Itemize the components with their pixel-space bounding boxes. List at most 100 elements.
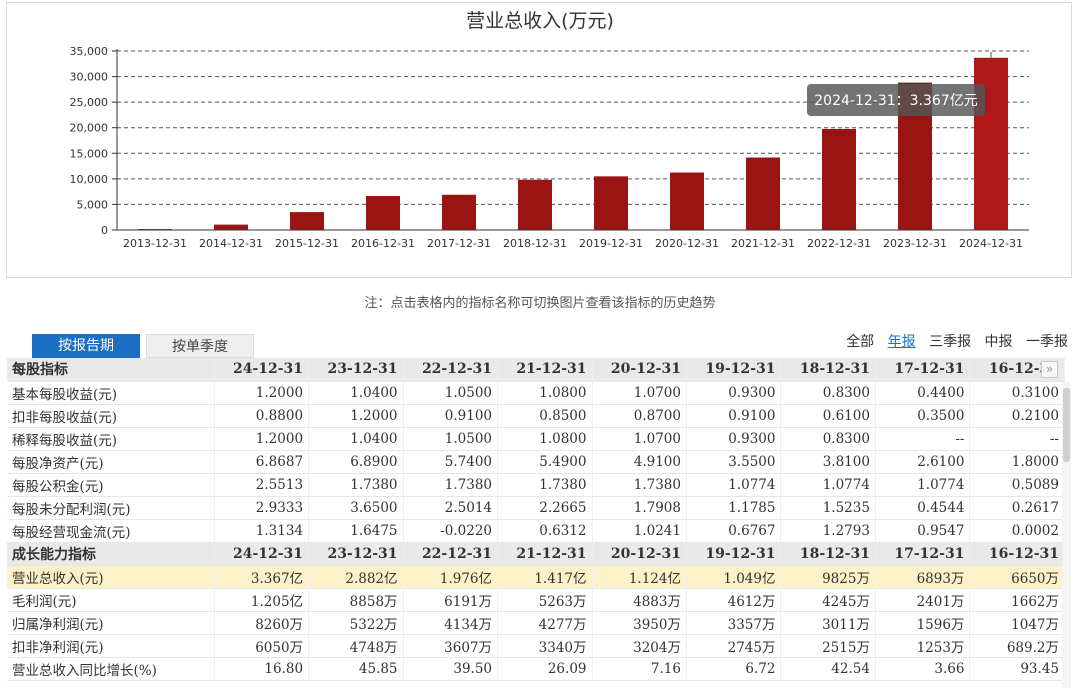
indicator-name-link[interactable]: 每股未分配利润(元) — [7, 496, 215, 520]
table-cell: 39.50 — [403, 657, 499, 681]
table-cell: 2.5513 — [214, 473, 310, 497]
y-tick-label: 35,000 — [70, 45, 109, 58]
x-tick-label: 2023-12-31 — [883, 237, 947, 250]
y-tick-label: 20,000 — [70, 122, 109, 135]
table-cell: 1.0400 — [308, 427, 404, 451]
table-cell: 1.0774 — [686, 473, 782, 497]
bar — [366, 195, 400, 230]
revenue-bar-chart: 营业总收入(万元) 35,000 30,000 25,000 20,000 15,000… — [70, 10, 1029, 250]
table-cell: 1596万 — [875, 611, 971, 635]
table-row: 毛利润(元) 1.205亿 8858万 6191万 5263万 4883万 4612万 424… — [7, 588, 1065, 612]
table-cell: 93.45 — [969, 657, 1065, 681]
column-header: 24-12-31 — [214, 542, 310, 566]
financial-table-wrapper: 每股指标 24-12-31 23-12-31 22-12-31 21-12-31 20-1… — [7, 358, 1065, 688]
indicator-name-link[interactable]: 基本每股收益(元) — [7, 381, 215, 405]
indicator-name-link[interactable]: 每股公积金(元) — [7, 473, 215, 497]
table-cell: 3204万 — [592, 634, 687, 658]
table-cell: 3.5500 — [686, 450, 782, 474]
column-header: 18-12-31 — [780, 358, 876, 382]
indicator-name-link[interactable]: 扣非净利润(元) — [7, 634, 215, 658]
scrollbar-thumb[interactable] — [1063, 388, 1070, 462]
chart-axes: 35,000 30,000 25,000 20,000 15,000 10,000 5,00… — [70, 45, 1029, 250]
table-row: 归属净利润(元) 8260万 5322万 4134万 4277万 3950万 3357万 30… — [7, 611, 1065, 635]
table-cell: 1.0774 — [780, 473, 876, 497]
column-header: 22-12-31 — [403, 542, 499, 566]
table-cell: 6050万 — [214, 634, 310, 658]
indicator-name-link[interactable]: 稀释每股收益(元) — [7, 427, 215, 451]
table-cell: 0.8700 — [592, 404, 687, 428]
table-cell: 1.6475 — [308, 519, 404, 543]
table-cell: 4277万 — [497, 611, 593, 635]
table-cell: 0.6312 — [497, 519, 593, 543]
table-cell: 0.2100 — [969, 404, 1065, 428]
table-cell: 8858万 — [308, 588, 404, 612]
tab-by-report-period[interactable]: 按报告期 — [32, 334, 140, 358]
tab-by-single-quarter[interactable]: 按单季度 — [146, 334, 254, 358]
table-cell: 1.0700 — [592, 427, 687, 451]
x-tick-label: 2015-12-31 — [275, 237, 339, 250]
indicator-name-link[interactable]: 营业总收入同比增长(%) — [7, 657, 215, 681]
table-cell: 6.8900 — [308, 450, 404, 474]
table-cell: 0.4400 — [875, 381, 971, 405]
table-cell: 0.8300 — [780, 427, 876, 451]
tooltip-text: 2024-12-31：3.367亿元 — [814, 93, 977, 109]
indicator-name-link[interactable]: 归属净利润(元) — [7, 611, 215, 635]
y-tick-label: 5,000 — [77, 198, 109, 211]
table-cell: 1.0400 — [308, 381, 404, 405]
table-cell: 2.882亿 — [308, 565, 404, 589]
indicator-name-link[interactable]: 每股净资产(元) — [7, 450, 215, 474]
indicator-name-link[interactable]: 扣非每股收益(元) — [7, 404, 215, 428]
x-tick-label: 2014-12-31 — [199, 237, 263, 250]
table-cell: 689.2万 — [969, 634, 1065, 658]
indicator-name-link[interactable]: 营业总收入(元) — [7, 565, 215, 589]
x-tick-label: 2020-12-31 — [655, 237, 719, 250]
bar — [670, 172, 704, 230]
table-cell: 2.5014 — [403, 496, 499, 520]
table-cell: 1.049亿 — [686, 565, 782, 589]
period-all-link[interactable]: 全部 — [846, 334, 875, 350]
x-tick-label: 2017-12-31 — [427, 237, 491, 250]
table-cell: 1.7380 — [403, 473, 499, 497]
table-cell: 0.2617 — [969, 496, 1065, 520]
table-cell: 1.0800 — [497, 427, 593, 451]
y-tick-label: 25,000 — [70, 96, 109, 109]
scroll-right-icon[interactable]: » — [1041, 361, 1058, 378]
table-cell: -0.0220 — [403, 519, 499, 543]
column-header: 17-12-31 — [875, 542, 971, 566]
indicator-name-link[interactable]: 每股经营现金流(元) — [7, 519, 215, 543]
table-cell: 1.2793 — [780, 519, 876, 543]
table-cell: 9825万 — [780, 565, 876, 589]
table-row: 每股未分配利润(元) 2.9333 3.6500 2.5014 2.2665 1.7908… — [7, 496, 1065, 520]
table-cell: 6893万 — [875, 565, 971, 589]
x-tick-label: 2021-12-31 — [731, 237, 795, 250]
table-cell: 1253万 — [875, 634, 971, 658]
vertical-scrollbar[interactable] — [1062, 382, 1071, 688]
table-cell: 1.0774 — [875, 473, 971, 497]
period-q1-link[interactable]: 一季报 — [1026, 334, 1068, 350]
indicator-name-link[interactable]: 毛利润(元) — [7, 588, 215, 612]
bar — [518, 179, 552, 230]
period-annual-link[interactable]: 年报 — [887, 334, 916, 350]
table-cell: 5.4900 — [497, 450, 593, 474]
table-cell: 1.976亿 — [403, 565, 499, 589]
table-cell: 1.2000 — [308, 404, 404, 428]
chart-title: 营业总收入(万元) — [466, 10, 614, 32]
table-cell: 2401万 — [875, 588, 971, 612]
table-cell: 4.9100 — [592, 450, 687, 474]
section-title: 成长能力指标 — [7, 542, 215, 566]
table-row: 扣非每股收益(元) 0.8800 1.2000 0.9100 0.8500 0.8700 0… — [7, 404, 1065, 428]
x-tick-label: 2013-12-31 — [123, 237, 187, 250]
bar — [822, 128, 856, 230]
table-cell: 0.9100 — [403, 404, 499, 428]
table-row: 营业总收入同比增长(%) 16.80 45.85 39.50 26.09 7.16 6.72… — [7, 657, 1065, 681]
table-cell: 1662万 — [969, 588, 1065, 612]
table-cell: 7.16 — [592, 657, 687, 681]
period-half-link[interactable]: 中报 — [984, 334, 1013, 350]
table-cell: 1.0800 — [497, 381, 593, 405]
table-cell: 3.6500 — [308, 496, 404, 520]
table-cell: 8260万 — [214, 611, 310, 635]
tooltip-box — [807, 84, 985, 116]
period-q3-link[interactable]: 三季报 — [929, 334, 972, 350]
table-cell: 0.8800 — [214, 404, 310, 428]
table-cell: 1.205亿 — [214, 588, 310, 612]
